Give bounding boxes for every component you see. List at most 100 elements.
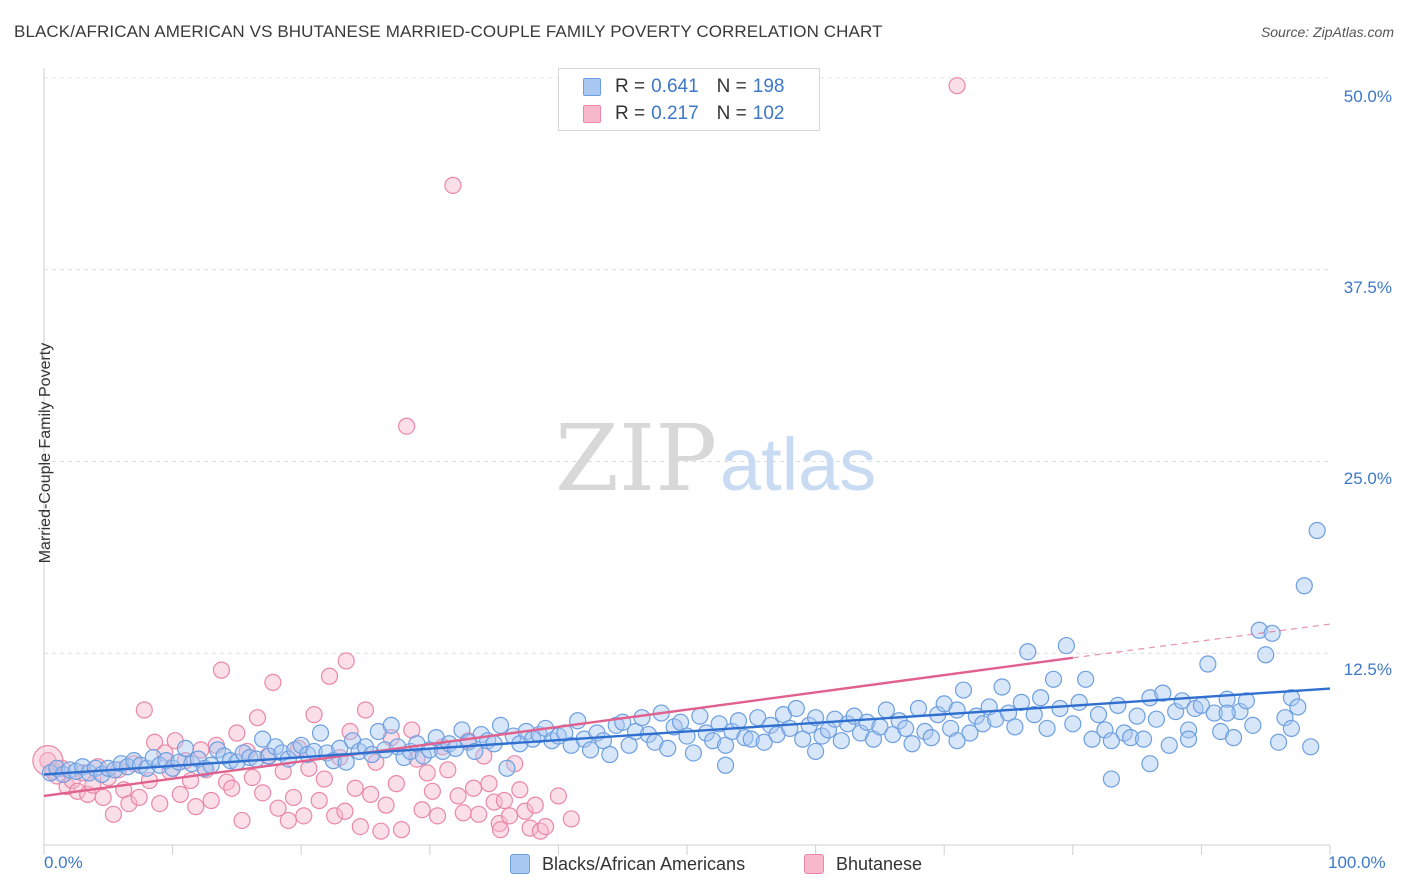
data-point	[32, 745, 64, 777]
data-point	[742, 730, 760, 748]
data-point	[305, 706, 323, 724]
data-point	[581, 741, 600, 759]
data-point	[413, 801, 431, 819]
data-point	[151, 794, 169, 813]
data-point	[909, 699, 928, 718]
data-point	[916, 722, 934, 741]
data-point	[320, 667, 339, 685]
data-point	[209, 741, 227, 759]
data-point	[94, 788, 112, 807]
data-point	[269, 799, 287, 817]
data-point	[491, 716, 510, 734]
data-point	[351, 817, 369, 836]
data-point	[273, 744, 291, 762]
data-point	[1282, 719, 1301, 738]
data-point	[176, 739, 195, 757]
data-point	[1289, 698, 1307, 716]
data-point	[1237, 692, 1256, 710]
data-point	[684, 744, 703, 762]
data-point	[1179, 730, 1198, 748]
data-point	[1224, 729, 1243, 747]
data-point	[1302, 738, 1320, 756]
data-point	[171, 785, 189, 803]
data-point	[466, 742, 484, 761]
data-point	[130, 788, 148, 807]
data-point	[284, 788, 303, 807]
data-point	[922, 729, 940, 747]
data-point	[228, 724, 246, 742]
data-point	[118, 758, 137, 776]
data-point	[1044, 670, 1063, 688]
data-point	[382, 716, 400, 734]
data-point	[633, 709, 651, 727]
data-point	[1205, 704, 1223, 722]
data-point	[1089, 706, 1108, 724]
data-point	[1025, 706, 1043, 724]
legend-swatch-blue	[510, 854, 530, 874]
trend-extension-bhutanese	[1072, 623, 1331, 659]
data-point	[336, 802, 354, 820]
axes	[43, 68, 1331, 855]
legend-item-bhutanese: Bhutanese	[804, 852, 922, 876]
legend-swatch-blue	[583, 78, 601, 96]
data-point	[248, 709, 267, 727]
n-value: 198	[752, 76, 785, 97]
data-point	[729, 712, 748, 730]
data-point	[954, 681, 973, 699]
data-point	[464, 779, 483, 797]
data-point	[1102, 732, 1120, 750]
x-tick-label: 100.0%	[1328, 853, 1386, 872]
data-point	[716, 756, 735, 774]
data-point	[1051, 699, 1069, 718]
source-credit: Source: ZipAtlas.com	[1260, 24, 1394, 40]
data-point	[428, 807, 447, 825]
data-point	[310, 791, 328, 810]
y-tick-label: 12.5%	[1343, 660, 1392, 679]
data-point	[423, 782, 441, 800]
data-point	[511, 781, 529, 799]
data-point	[120, 794, 138, 813]
stats-legend: R = 0.641 N = 198 R = 0.217 N = 102	[558, 68, 820, 131]
data-point	[295, 807, 313, 825]
data-point	[993, 678, 1011, 696]
data-point	[254, 784, 272, 802]
data-point	[781, 719, 799, 738]
legend-row-black: R = 0.641 N = 198	[583, 76, 784, 98]
data-point	[961, 724, 979, 742]
data-point	[1263, 624, 1281, 642]
n-label: N =	[716, 103, 747, 124]
y-tick-label: 37.5%	[1343, 278, 1392, 297]
data-point	[794, 730, 812, 748]
data-point	[326, 807, 344, 825]
data-point	[948, 732, 966, 750]
data-point	[1128, 707, 1146, 725]
data-point	[736, 729, 754, 747]
legend-item-black: Blacks/African Americans	[510, 852, 745, 876]
data-point	[264, 673, 282, 691]
data-point	[418, 764, 436, 782]
data-point	[1064, 715, 1082, 733]
data-point	[1199, 655, 1217, 673]
data-point	[1160, 736, 1178, 754]
data-point	[346, 779, 364, 797]
legend-label: Blacks/African Americans	[542, 853, 746, 874]
data-point	[1096, 721, 1114, 739]
data-point	[1102, 770, 1120, 788]
legend-swatch-pink	[804, 854, 824, 874]
data-point	[135, 701, 153, 719]
data-point	[1070, 693, 1088, 711]
data-point	[620, 736, 638, 754]
data-point	[398, 417, 416, 435]
data-point	[1250, 621, 1268, 639]
legend-label: Bhutanese	[836, 853, 923, 874]
data-point	[1134, 730, 1153, 748]
data-point	[1057, 636, 1075, 655]
data-point	[498, 759, 516, 777]
data-point	[526, 796, 544, 814]
data-point	[813, 727, 831, 745]
watermark: ZIP atlas	[555, 405, 876, 512]
legend-row-bhutanese: R = 0.217 N = 102	[583, 103, 784, 125]
data-point	[104, 805, 123, 823]
data-point	[832, 732, 850, 750]
